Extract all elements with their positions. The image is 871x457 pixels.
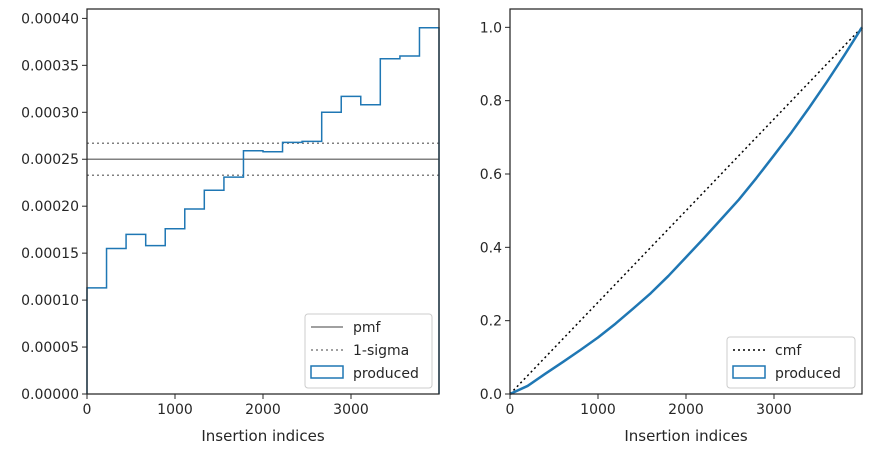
y-tick-label: 0.2 xyxy=(480,314,502,330)
legend-sigma-label: 1-sigma xyxy=(353,343,409,359)
y-tick-label: 0.00025 xyxy=(21,152,79,168)
y-tick-label: 0.00040 xyxy=(21,11,79,27)
legend-produced-label: produced xyxy=(353,366,419,382)
y-tick-label: 0.00015 xyxy=(21,246,79,262)
produced-cumulative-curve xyxy=(509,26,864,396)
x-tick-label: 1000 xyxy=(157,402,193,418)
x-tick-label: 2000 xyxy=(245,402,281,418)
legend-cmf-label: cmf xyxy=(775,343,802,359)
legend: cmf produced xyxy=(726,336,856,389)
legend-produced-swatch xyxy=(732,365,766,379)
y-tick-label: 0.00005 xyxy=(21,340,79,356)
y-tick-label: 0.6 xyxy=(480,167,502,183)
legend: pmf 1-sigma produced xyxy=(304,313,433,389)
x-tick-label: 1000 xyxy=(580,402,616,418)
y-tick-label: 0.0 xyxy=(480,387,502,403)
produced-step-histogram xyxy=(86,27,440,394)
legend-pmf-label: pmf xyxy=(353,320,382,336)
chart-left-pmf: 0 1000 2000 3000 0.00000 0.00005 0.00010 0.0001… xyxy=(21,8,440,445)
y-tick-label: 0.4 xyxy=(480,240,502,256)
legend-box xyxy=(304,313,433,389)
x-tick-label: 3000 xyxy=(333,402,369,418)
plot-frame xyxy=(86,8,440,395)
y-tick-label: 0.00010 xyxy=(21,293,79,309)
x-tick-label: 3000 xyxy=(756,402,792,418)
x-tick-label: 0 xyxy=(83,402,92,418)
y-tick-label: 0.8 xyxy=(480,94,502,110)
chart-right-cmf: 0 1000 2000 3000 0.0 0.2 0.4 0.6 0.8 1.0 Insertion… xyxy=(480,8,864,445)
plot-frame xyxy=(509,8,863,395)
y-tick-label: 0.00000 xyxy=(21,387,79,403)
y-tick-label: 0.00035 xyxy=(21,58,79,74)
y-tick-label: 0.00030 xyxy=(21,105,79,121)
legend-produced-label: produced xyxy=(775,366,841,382)
legend-produced-swatch xyxy=(310,365,344,379)
x-axis-label: Insertion indices xyxy=(201,427,324,445)
x-axis-label: Insertion indices xyxy=(624,427,747,445)
y-tick-label: 1.0 xyxy=(480,20,502,36)
y-tick-label: 0.00020 xyxy=(21,199,79,215)
x-tick-label: 0 xyxy=(506,402,515,418)
x-tick-label: 2000 xyxy=(668,402,704,418)
